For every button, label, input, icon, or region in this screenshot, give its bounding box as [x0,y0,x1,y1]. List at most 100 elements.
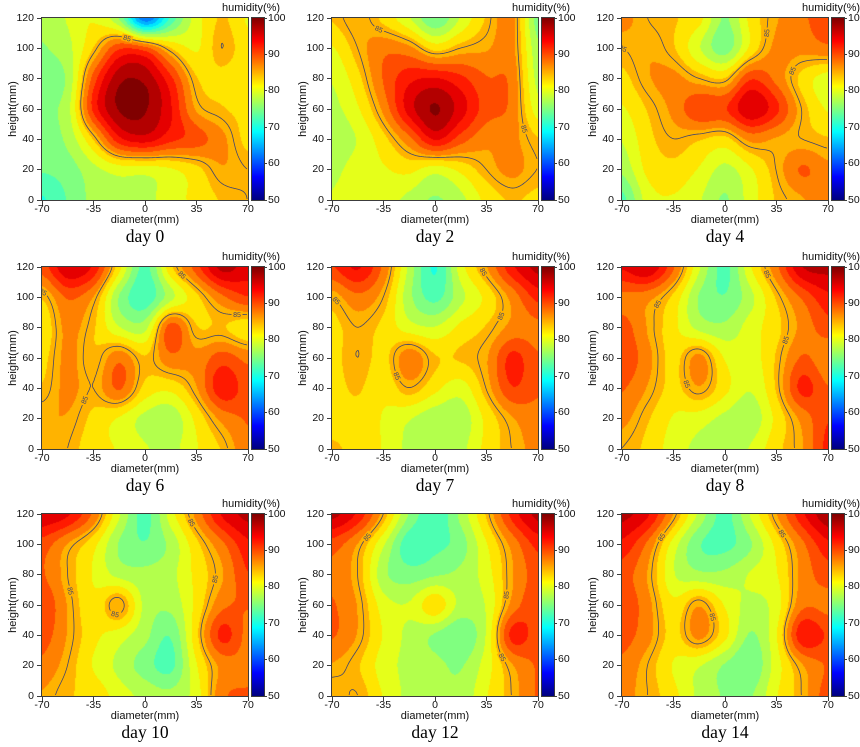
x-tick-label: 35 [480,699,493,711]
subplot-title: day 10 [121,722,169,742]
colorbar [831,17,845,201]
colorbar-tick-mark [554,339,557,341]
y-tick-label: 20 [22,412,34,425]
colorbar-tick-label: 80 [558,333,570,346]
x-tick-label: -35 [375,699,392,711]
subplot-title: day 14 [701,722,749,742]
x-tick-label: 70 [242,203,254,215]
y-axis-label: height(mm) [297,81,309,137]
y-tick-mark [37,604,41,606]
x-tick-mark [331,450,333,454]
x-tick-label: -35 [375,452,392,464]
heatmap-canvas-day-2 [332,18,538,200]
x-tick-mark [621,697,623,701]
heatmap-canvas-day-6 [42,267,248,449]
y-tick-label: 60 [602,598,614,611]
y-tick-mark [37,418,41,420]
x-tick-mark [196,697,197,701]
colorbar-tick-label: 90 [268,543,280,556]
colorbar-tick-label: 50 [848,193,860,206]
x-tick-label: 35 [770,699,783,711]
x-tick-label: -70 [614,452,630,464]
colorbar-tick-mark [554,126,557,128]
x-tick-mark [827,201,829,205]
heatmap-canvas-day-10 [42,514,248,696]
colorbar-tick-mark [554,448,557,450]
x-tick-mark [196,450,197,454]
x-tick-label: 70 [532,699,544,711]
x-tick-label: 0 [722,203,728,215]
y-tick-label: 100 [16,290,34,303]
x-axis-label: diameter(mm) [110,710,180,722]
colorbar-tick-mark [554,302,557,304]
plot-area [621,513,829,697]
colorbar-tick-mark [844,448,847,450]
x-tick-mark [41,697,43,701]
x-tick-label: 0 [722,452,728,464]
y-tick-mark [617,695,621,697]
y-tick-mark [617,199,621,201]
y-tick-mark [37,574,41,576]
x-tick-mark [383,697,384,701]
colorbar-tick-label: 60 [268,653,280,666]
colorbar-tick-mark [844,375,847,377]
x-tick-mark [247,201,249,205]
colorbar-tick-label: 50 [848,689,860,702]
y-tick-label: 40 [602,628,614,641]
subplot-title: day 4 [705,226,745,246]
x-tick-mark [383,201,384,205]
y-tick-mark [327,266,331,268]
plot-area [331,266,539,450]
y-tick-label: 60 [22,598,34,611]
y-tick-mark [37,199,41,201]
y-tick-mark [617,266,621,268]
x-tick-label: 70 [242,452,254,464]
colorbar-tick-label: 50 [848,442,860,455]
y-axis-label: height(mm) [7,330,19,386]
subplot-title: day 6 [125,475,165,495]
x-tick-mark [724,201,726,205]
colorbar-tick-mark [554,163,557,165]
y-tick-mark [327,695,331,697]
colorbar-tick-label: 50 [558,689,570,702]
colorbar-title: humidity(%) [802,2,860,14]
y-axis-label: height(mm) [587,577,599,633]
x-tick-label: -35 [665,699,682,711]
x-tick-mark [434,450,436,454]
x-tick-label: -70 [324,452,340,464]
colorbar-tick-mark [844,339,847,341]
colorbar-title: humidity(%) [512,498,571,510]
x-tick-mark [41,450,43,454]
y-tick-label: 0 [608,193,614,206]
x-tick-label: -70 [324,203,340,215]
y-tick-label: 20 [602,412,614,425]
y-tick-label: 120 [306,11,324,24]
colorbar-tick-label: 60 [848,653,860,666]
colorbar-tick-label: 100 [558,260,576,273]
x-tick-mark [827,697,829,701]
y-tick-mark [617,78,621,80]
y-tick-label: 120 [596,11,614,24]
colorbar-tick-label: 90 [848,296,860,309]
x-tick-mark [434,697,436,701]
y-tick-label: 20 [602,659,614,672]
colorbar-tick-mark [844,586,847,588]
colorbar-tick-label: 70 [558,120,570,133]
x-tick-label: -35 [85,452,102,464]
y-tick-mark [37,47,41,49]
y-tick-mark [37,513,41,515]
x-tick-label: -70 [614,699,630,711]
x-tick-label: 0 [432,203,438,215]
subplot-day-2: 0 20 40 60 80 100 120 -70 -35 0 35 70 height(mm) diam… [290,0,580,246]
y-tick-label: 20 [22,163,34,176]
colorbar [831,513,845,697]
y-tick-label: 100 [306,290,324,303]
plot-area [331,513,539,697]
y-tick-label: 20 [312,659,324,672]
colorbar-tick-mark [554,549,557,551]
colorbar-tick-label: 50 [268,442,280,455]
y-tick-label: 60 [312,102,324,115]
colorbar-tick-mark [844,622,847,624]
y-tick-mark [327,387,331,389]
y-tick-label: 40 [312,628,324,641]
